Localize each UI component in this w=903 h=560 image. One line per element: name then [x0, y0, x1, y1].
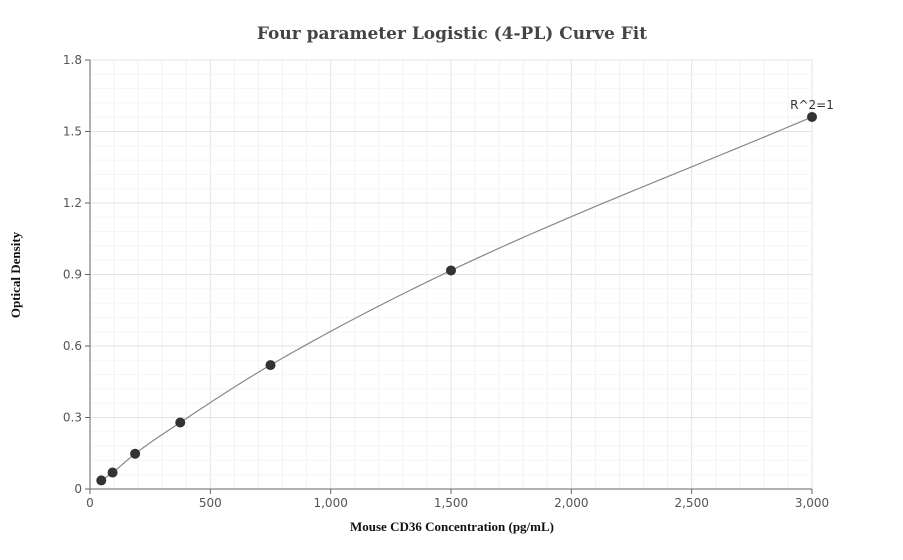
x-axis-title: Mouse CD36 Concentration (pg/mL): [350, 519, 554, 534]
annotations: R^2=1: [790, 98, 834, 112]
data-points: [96, 111, 817, 486]
grid: [90, 59, 813, 489]
y-tick-label: 0: [74, 482, 82, 496]
data-point: [96, 475, 107, 486]
chart-title: Four parameter Logistic (4-PL) Curve Fit: [257, 24, 647, 44]
y-tick-label: 0.3: [63, 411, 82, 425]
y-tick-label: 0.9: [63, 268, 82, 282]
y-tick-label: 1.8: [63, 53, 82, 67]
data-point: [446, 265, 456, 276]
data-point: [265, 360, 276, 371]
data-point: [175, 417, 186, 428]
x-axis-ticks: 0 500 1,000 1,500 2,000 2,500 3,000: [86, 489, 829, 510]
x-tick-label: 0: [86, 496, 94, 510]
y-axis-ticks: 0 0.3 0.6 0.9 1.2 1.5 1.8: [63, 53, 90, 496]
y-axis-title: Optical Density: [8, 231, 23, 318]
data-point: [130, 448, 141, 459]
x-tick-label: 500: [199, 496, 222, 510]
x-tick-label: 1,500: [434, 496, 468, 510]
x-tick-label: 2,500: [674, 496, 708, 510]
r-squared-annotation: R^2=1: [790, 98, 834, 112]
y-tick-label: 0.6: [63, 339, 82, 353]
data-point: [107, 467, 118, 478]
fit-curve: [100, 116, 813, 481]
x-tick-label: 3,000: [795, 496, 829, 510]
x-tick-label: 1,000: [313, 496, 347, 510]
data-point: [807, 111, 817, 122]
y-tick-label: 1.5: [63, 125, 82, 139]
x-tick-label: 2,000: [554, 496, 588, 510]
y-tick-label: 1.2: [63, 196, 82, 210]
